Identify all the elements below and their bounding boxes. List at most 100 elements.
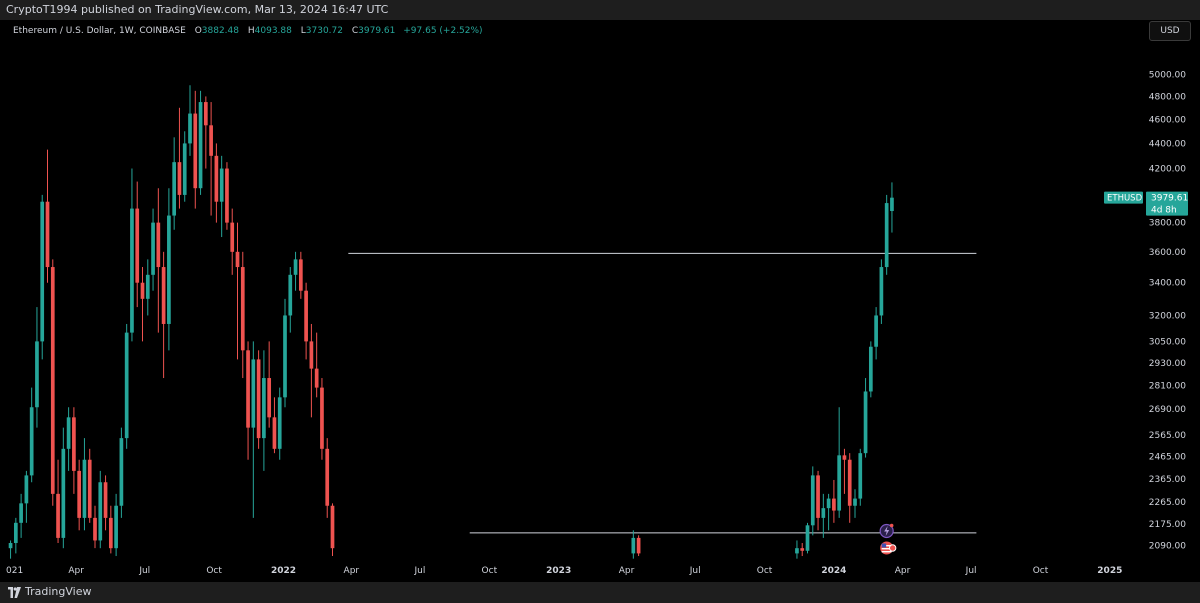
candle-down [636,537,641,554]
open-value: 3882.48 [201,26,239,36]
candle-up [884,203,889,268]
candle-up [24,475,29,504]
candle-up [837,455,842,511]
y-tick-label: 2465.00 [1149,452,1186,462]
candle-up [810,475,815,526]
candle-up [868,346,873,392]
x-tick-label: Apr [619,566,635,576]
candle-down [800,548,805,551]
y-tick-label: 2265.00 [1149,498,1186,508]
candle-down [87,459,92,518]
candlestick-chart[interactable]: 5000.00 4800.00 4600.00 4400.00 4200.00 3800.… [0,0,1200,582]
candle-up [277,397,282,449]
candle-up [863,391,868,454]
candle-up [182,143,187,195]
candle-up [890,197,894,212]
candle-up [826,498,831,509]
candle-down [50,267,55,494]
candle-down [93,517,97,541]
y-tick-label: 2930.00 [1149,359,1186,369]
x-tick-label: Oct [482,566,498,576]
y-tick-label: 4800.00 [1149,92,1186,102]
candle-up [124,332,129,439]
symbol-tag-box [1104,191,1143,204]
tradingview-logo-icon[interactable] [8,587,21,598]
candle-up [172,162,177,216]
candle-down [140,282,145,299]
y-tick-label: 3400.00 [1149,279,1186,289]
lightning-event-icon[interactable] [879,523,894,539]
x-tick-label: Jul [414,566,426,576]
close-label: C [351,26,359,36]
y-tick-label: 4200.00 [1149,165,1186,175]
candle-up [130,208,134,333]
x-tick-label: Jul [138,566,150,576]
candle-down [214,155,219,202]
y-tick-label: 3800.00 [1149,219,1186,229]
y-tick-label: 2365.00 [1149,475,1186,485]
candle-up [188,113,192,144]
candle-up [631,537,636,554]
candle-down [325,448,330,506]
candle-up [19,503,23,523]
last-price-tag: ETHUSD 3979.61 4d 8h [1104,191,1188,216]
x-tick-label: Apr [68,566,84,576]
x-tick-label: Oct [1033,566,1049,576]
publish-bar: CryptoT1994 published on TradingView.com… [0,0,1200,20]
candle-up [8,543,13,549]
candle-down [108,517,113,549]
candle-up [145,274,150,299]
event-markers[interactable] [879,523,897,555]
candle-down [314,368,319,388]
x-tick-label: 2022 [271,566,296,576]
candle-down [103,482,108,518]
y-tick-label: 3200.00 [1149,311,1186,321]
symbol-legend: Ethereum / U.S. Dollar, 1W, COINBASE O38… [13,25,483,37]
candle-down [45,201,50,268]
candle-up [283,315,287,398]
candle-up [114,505,118,549]
candle-up [874,315,878,347]
candle-up [29,407,34,476]
candle-down [161,267,166,324]
currency-button[interactable]: USD [1149,21,1191,41]
close-value: 3979.61 [358,26,396,36]
candle-down [256,359,261,439]
high-label: H [247,26,255,36]
candle-up [119,438,124,506]
x-tick-label: Jul [965,566,977,576]
x-tick-label: Apr [895,566,911,576]
price-tag-value: 3979.61 [1151,194,1188,204]
candle-down [240,267,245,351]
candle-down [56,493,60,538]
candle-down [246,350,250,428]
candle-up [198,102,203,189]
candle-up [219,168,224,202]
candle-up [858,453,863,499]
candle-up [151,222,155,275]
candle-down [225,168,229,223]
candle-up [98,482,103,541]
candle-down [330,505,335,549]
low-value: 3730.72 [305,26,343,36]
symbol-title: Ethereum / U.S. Dollar, 1W, COINBASE [13,26,186,36]
candle-down [267,378,272,418]
candle-down [203,102,208,126]
y-tick-label: 5000.00 [1149,70,1186,80]
x-tick-label: 2025 [1097,566,1122,576]
us-flag-event-icon[interactable] [880,541,897,555]
candle-up [288,274,293,316]
open-label: O [194,26,202,36]
y-tick-label: 2175.00 [1149,520,1186,530]
tradingview-brand[interactable]: TradingView [25,585,92,598]
y-tick-label: 2690.00 [1149,405,1186,415]
candle-up [40,201,45,342]
low-label: L [300,26,306,36]
candle-up [853,498,857,506]
time-axis: 021 Apr Jul Oct 2022 Apr Jul Oct 2023 Apr Jul Oct 20… [6,566,1122,576]
candle-up [66,417,71,449]
candle-down [842,455,847,460]
candle-down [309,341,314,369]
candle-down [77,470,82,518]
y-tick-label: 4400.00 [1149,139,1186,149]
